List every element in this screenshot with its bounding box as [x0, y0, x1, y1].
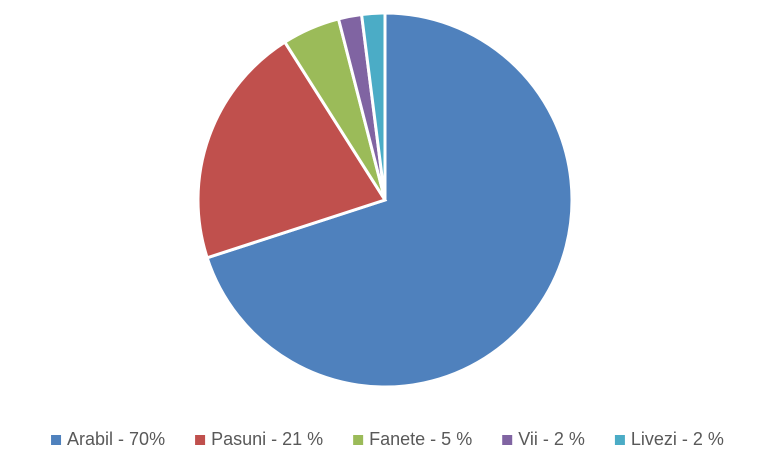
legend-swatch — [353, 435, 364, 445]
pie-slice — [205, 11, 574, 389]
legend-label: Pasuni - 21 % — [211, 429, 323, 449]
pie-slice — [359, 11, 387, 201]
pie-slice — [196, 40, 388, 260]
legend-label: Arabil - 70% — [67, 429, 165, 449]
legend-swatch — [51, 435, 62, 445]
legend-label: Fanete - 5 % — [369, 429, 472, 449]
legend-swatch — [502, 435, 513, 445]
legend-label: Vii - 2 % — [518, 429, 585, 449]
legend-swatch — [195, 435, 206, 445]
legend-label: Livezi - 2 % — [631, 429, 724, 449]
legend-swatch — [614, 435, 625, 445]
